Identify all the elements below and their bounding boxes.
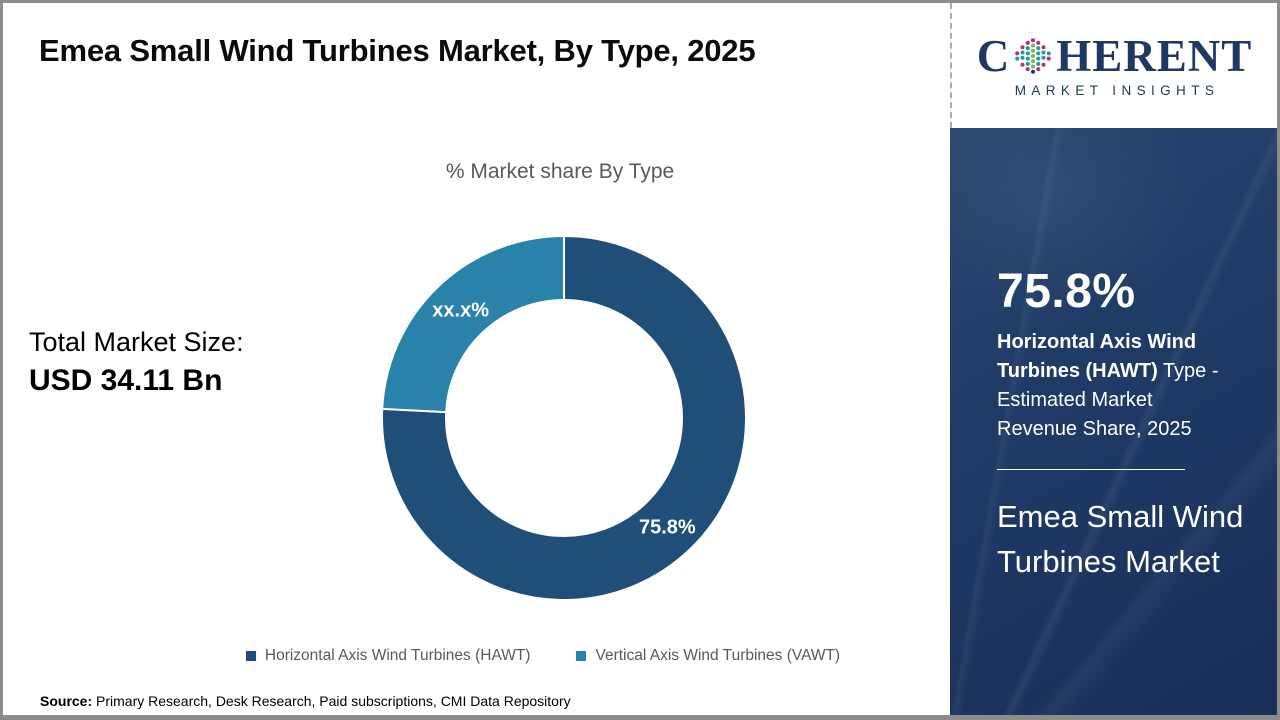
chart-title: % Market share By Type xyxy=(445,160,675,183)
source-note: Source: Primary Research, Desk Research,… xyxy=(40,693,571,709)
donut-slice-label-1: xx.x% xyxy=(432,299,489,321)
source-label: Source: xyxy=(40,693,93,709)
total-market-size: Total Market Size: USD 34.11 Bn xyxy=(29,327,244,398)
logo-letter-c: C xyxy=(976,30,1011,81)
donut-slice-label-0: 75.8% xyxy=(639,517,696,539)
total-market-size-value: USD 34.11 Bn xyxy=(29,364,223,397)
logo-wordmark: C xyxy=(976,30,1253,81)
sidebar-stat-value: 75.8% xyxy=(997,265,1136,318)
chart-legend: Horizontal Axis Wind Turbines (HAWT) Ver… xyxy=(133,647,953,665)
highlight-sidebar: 75.8% Horizontal Axis Wind Turbines (HAW… xyxy=(950,128,1277,715)
sidebar-stat-description-bold: Horizontal Axis Wind Turbines (HAWT) xyxy=(997,331,1197,382)
logo-tagline: MARKET INSIGHTS xyxy=(1014,82,1220,98)
sidebar-market-name: Emea Small Wind Turbines Market xyxy=(997,499,1244,579)
donut-chart-svg: 75.8% xx.x% xyxy=(381,234,747,601)
source-text: Primary Research, Desk Research, Paid su… xyxy=(92,693,571,709)
legend-label-hawt: Horizontal Axis Wind Turbines (HAWT) xyxy=(264,647,531,664)
logo: C xyxy=(950,3,1277,128)
legend-item-vawt: Vertical Axis Wind Turbines (VAWT) xyxy=(576,647,840,665)
total-market-size-label: Total Market Size: xyxy=(29,327,244,357)
coherent-globe-icon xyxy=(1015,38,1051,74)
legend-swatch xyxy=(245,651,256,661)
legend-label-vawt: Vertical Axis Wind Turbines (VAWT) xyxy=(595,647,841,664)
page-title: Emea Small Wind Turbines Market, By Type… xyxy=(39,33,756,68)
legend-swatch xyxy=(576,651,587,661)
logo-letters-rest: HERENT xyxy=(1056,30,1253,81)
legend-item-hawt: Horizontal Axis Wind Turbines (HAWT) xyxy=(245,647,531,665)
sidebar-stat-description: Horizontal Axis Wind Turbines (HAWT) Typ… xyxy=(997,328,1237,444)
donut-chart: 75.8% xx.x% xyxy=(377,231,751,605)
sidebar-divider xyxy=(997,469,1185,470)
donut-slice-1 xyxy=(381,234,565,414)
donut-slice-0 xyxy=(381,234,747,601)
sidebar-stat-description-rest: Type - Estimated Market Revenue Share, 2… xyxy=(997,360,1219,440)
